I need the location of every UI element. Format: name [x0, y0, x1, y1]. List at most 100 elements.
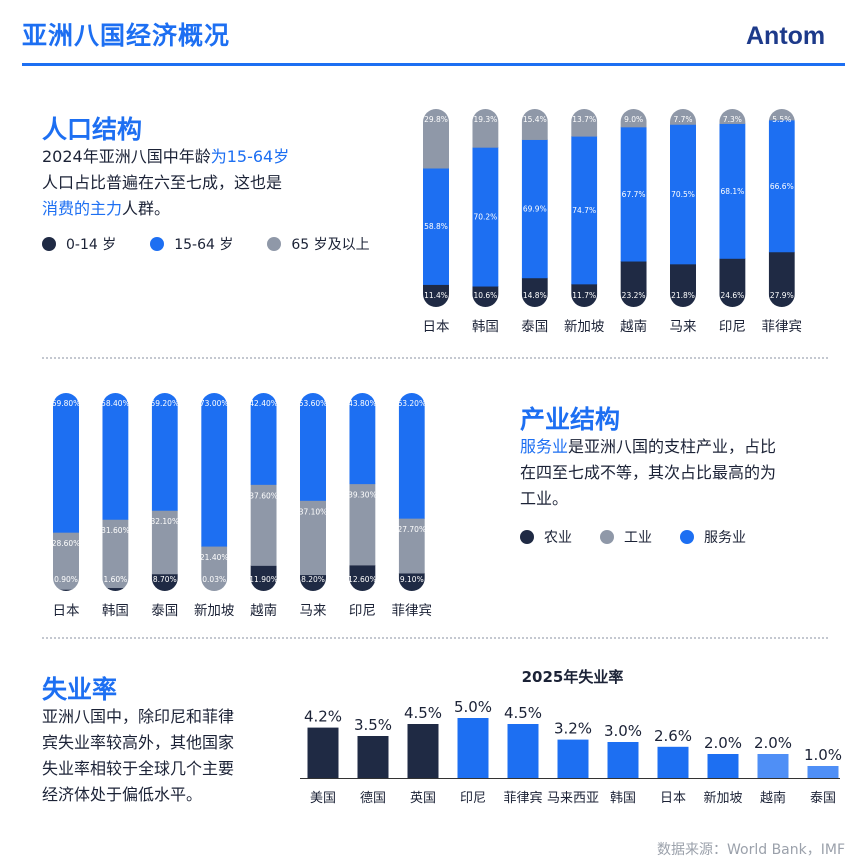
data-label: 15.4%: [523, 115, 547, 124]
data-label: 0.90%: [54, 575, 78, 584]
legend-item-65plus: 65 岁及以上: [267, 234, 370, 254]
population-title: 人口结构: [42, 115, 143, 144]
data-label: 2.0%: [754, 734, 792, 752]
data-label: 27.70%: [397, 525, 426, 534]
legend-item-industry: 工业: [600, 527, 652, 547]
data-label: 19.3%: [473, 115, 497, 124]
data-label: 43.80%: [348, 399, 377, 408]
data-label: 67.7%: [622, 190, 646, 199]
header-rule: [22, 63, 845, 66]
bar-segment: [423, 168, 449, 285]
data-source: 数据来源：World Bank，IMF: [657, 842, 845, 858]
category-label: 越南: [250, 603, 277, 619]
unemployment-text-1: 亚洲八国中，除印尼和菲律: [42, 707, 235, 726]
data-label: 14.8%: [523, 291, 547, 300]
data-label: 1.0%: [804, 746, 842, 764]
bar-segment: [521, 139, 548, 279]
bar-segment: [300, 574, 326, 591]
data-label: 27.9%: [770, 291, 794, 300]
stacked-bar: [53, 393, 79, 591]
bar-segment: [521, 277, 548, 307]
data-label: 63.20%: [397, 399, 426, 408]
stacked-bar: [349, 393, 376, 591]
stacked-bar: [102, 393, 129, 591]
bar: [557, 739, 589, 778]
legend-dot-gray: [267, 237, 282, 251]
category-label: 日本: [660, 791, 686, 806]
bar-segment: [620, 261, 647, 307]
stacked-bar: [423, 109, 449, 307]
category-label: 英国: [410, 791, 436, 806]
category-label: 韩国: [472, 319, 499, 335]
unemployment-title: 失业率: [42, 675, 118, 704]
data-label: 69.9%: [523, 205, 547, 214]
category-label: 印尼: [349, 603, 376, 619]
unemployment-text-2: 宾失业率较高外，其他国家: [42, 733, 235, 752]
category-label: 菲律宾: [762, 319, 803, 335]
legend-dot-blue: [150, 237, 165, 251]
bar: [657, 746, 689, 778]
population-legend: 0-14 岁 15-64 岁 65 岁及以上: [42, 234, 398, 254]
bar-segment: [151, 510, 178, 575]
legend-label: 服务业: [704, 530, 746, 546]
data-label: 73.00%: [200, 399, 229, 408]
data-label: 1.60%: [103, 575, 127, 584]
legend-label: 农业: [544, 530, 572, 546]
bar: [457, 718, 489, 778]
data-label: 7.3%: [723, 115, 742, 124]
section-divider-1: [42, 357, 828, 359]
industry-text-3: 工业。: [520, 489, 569, 508]
legend-item-15-64: 15-64 岁: [150, 234, 233, 254]
population-text-highlight-1: 为15-64岁: [210, 147, 290, 166]
data-label: 42.40%: [249, 399, 278, 408]
category-label: 新加坡: [564, 319, 605, 335]
legend-label: 65 岁及以上: [291, 237, 370, 253]
unemployment-text: 亚洲八国中，除印尼和菲律 宾失业率较高外，其他国家 失业率相较于全球几个主要 经…: [42, 704, 282, 808]
bar-segment: [349, 564, 376, 591]
bar-segment: [571, 136, 598, 285]
stacked-bar: [571, 109, 598, 307]
bar: [507, 724, 539, 778]
stacked-bar: [521, 109, 548, 307]
category-label: 越南: [620, 319, 647, 335]
industry-text-highlight: 服务业: [520, 437, 569, 456]
bar-segment: [102, 587, 129, 591]
stacked-bar: [201, 393, 228, 591]
bar-segment: [349, 483, 376, 566]
data-label: 70.5%: [671, 190, 695, 199]
data-label: 7.7%: [673, 115, 692, 124]
category-label: 新加坡: [703, 790, 742, 806]
bar-segment: [201, 546, 228, 591]
stacked-bar: [768, 109, 795, 307]
category-label: 菲律宾: [392, 603, 433, 619]
data-label: 37.60%: [249, 491, 278, 500]
bar-segment: [620, 109, 647, 128]
data-label: 23.2%: [622, 291, 646, 300]
section-divider-2: [42, 637, 828, 639]
stacked-bar: [670, 109, 696, 307]
legend-label: 0-14 岁: [66, 237, 117, 253]
legend-label: 工业: [624, 530, 652, 546]
data-label: 11.7%: [572, 291, 596, 300]
population-text-3: 人群。: [122, 199, 171, 218]
bar-segment: [349, 393, 376, 485]
stacked-bar: [472, 109, 499, 307]
legend-dot-dark: [520, 530, 534, 544]
bar-segment: [670, 124, 696, 265]
data-label: 5.5%: [772, 115, 791, 124]
data-label: 2.6%: [654, 727, 692, 745]
data-label: 3.2%: [554, 720, 592, 738]
bar-segment: [398, 572, 425, 591]
bar: [707, 754, 739, 778]
legend-item-0-14: 0-14 岁: [42, 234, 116, 254]
bar-segment: [250, 565, 277, 591]
bar-segment: [398, 393, 425, 519]
category-label: 泰国: [521, 319, 548, 335]
bar-segment: [472, 147, 499, 287]
bar-segment: [398, 518, 425, 574]
data-label: 13.7%: [572, 115, 596, 124]
data-label: 4.5%: [404, 704, 442, 722]
bar-segment: [571, 283, 598, 307]
bar-segment: [719, 109, 746, 124]
bar-segment: [472, 286, 499, 307]
